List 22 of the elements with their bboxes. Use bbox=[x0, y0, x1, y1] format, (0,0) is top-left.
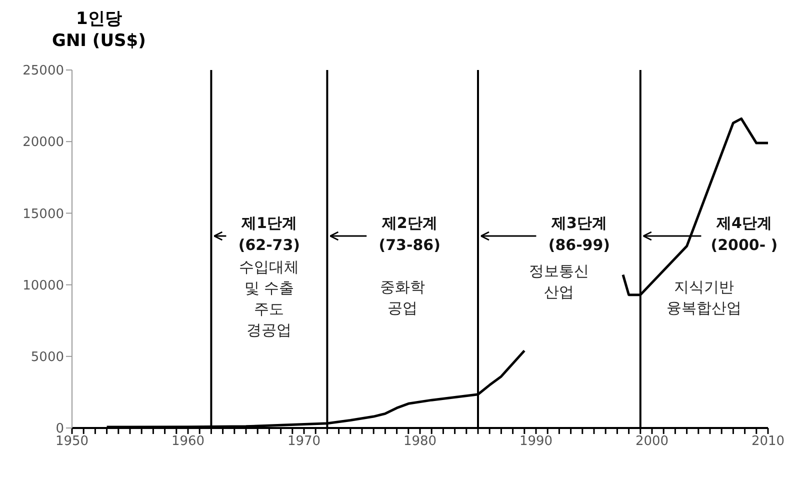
annotation: 중화학 공업 bbox=[380, 278, 426, 317]
x-tick-label: 1960 bbox=[171, 434, 205, 450]
ref-line-label: 제3단계 (86-99) bbox=[548, 214, 610, 254]
y-tick-label: 0 bbox=[56, 422, 64, 437]
y-tick-label: 20000 bbox=[22, 135, 64, 150]
y-tick-label: 25000 bbox=[22, 64, 64, 79]
x-tick-label: 1950 bbox=[55, 434, 89, 450]
ref-line-label: 제4단계 (2000- ) bbox=[710, 214, 778, 254]
y-tick-label: 10000 bbox=[22, 278, 64, 294]
annotation: 수입대체 및 수출 주도 경공업 bbox=[239, 258, 300, 339]
annotation: 지식기반 융복합산업 bbox=[666, 278, 742, 317]
y-tick-label: 15000 bbox=[22, 206, 64, 222]
ref-line-label: 제2단계 (73-86) bbox=[378, 214, 440, 254]
x-tick-label: 2010 bbox=[751, 434, 785, 450]
x-tick-label: 2000 bbox=[635, 434, 669, 450]
x-tick-label: 1980 bbox=[403, 434, 437, 450]
x-tick-label: 1990 bbox=[519, 434, 553, 450]
annotation: 정보통신 산업 bbox=[529, 262, 590, 301]
y-axis-title: 1인당 GNI (US$) bbox=[52, 8, 146, 52]
ref-line-label: 제1단계 (62-73) bbox=[238, 214, 300, 254]
y-tick-label: 5000 bbox=[30, 350, 64, 366]
x-tick-label: 1970 bbox=[287, 434, 321, 450]
